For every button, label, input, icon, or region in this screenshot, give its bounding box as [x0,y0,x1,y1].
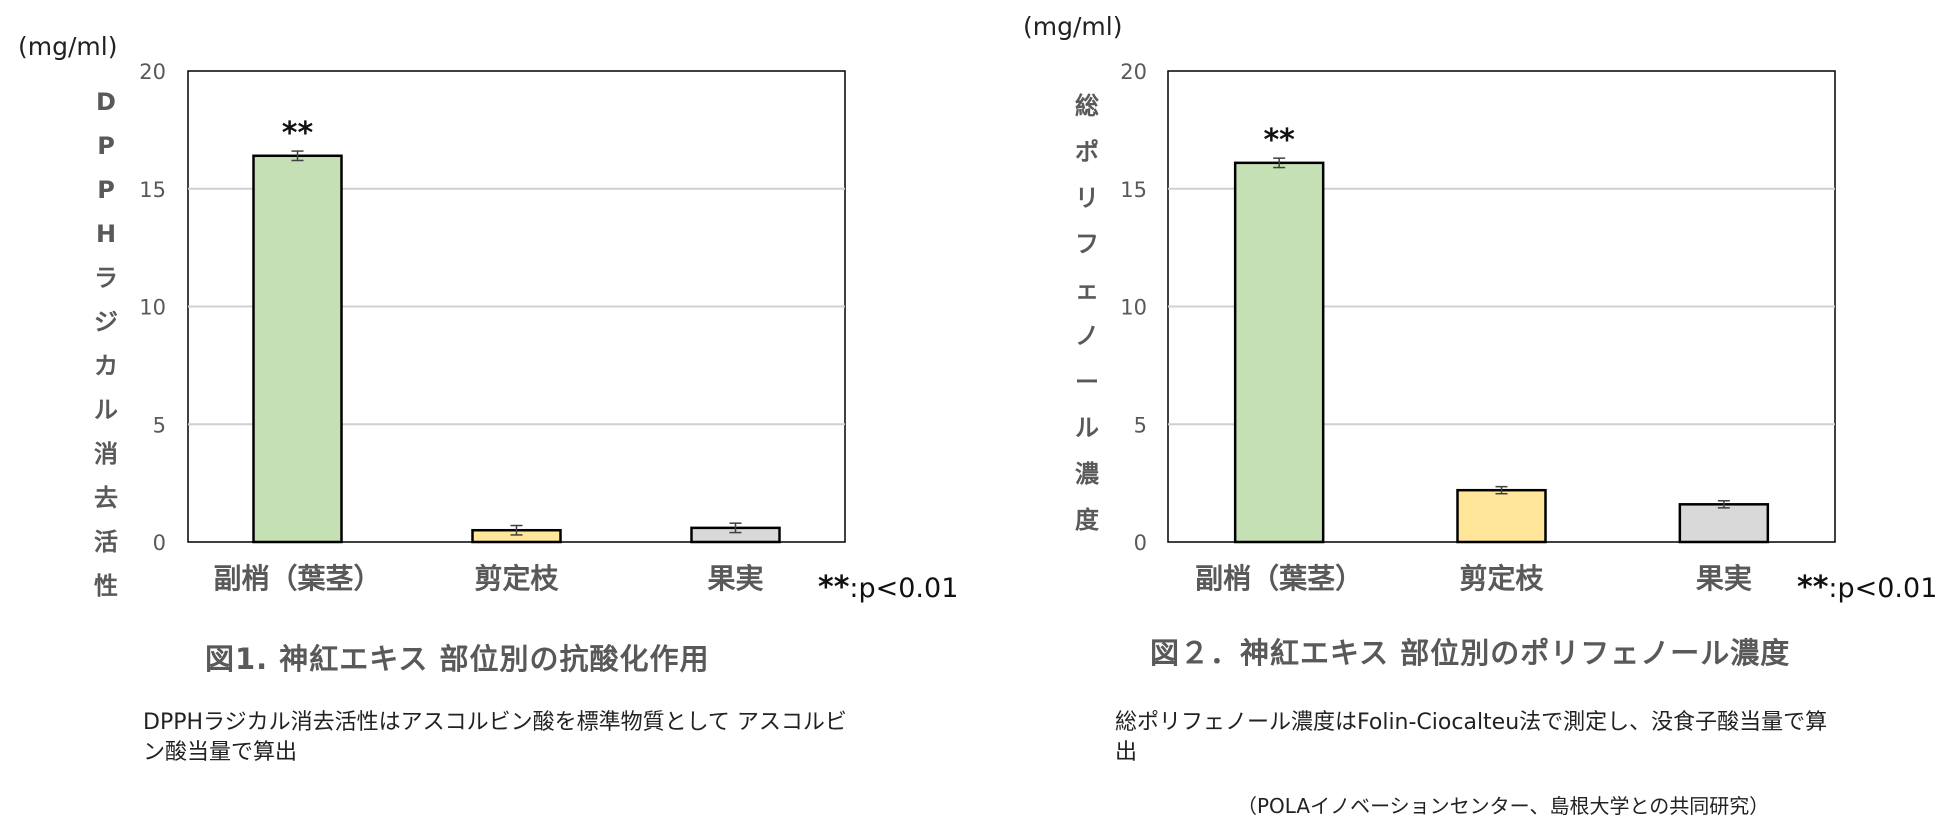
y-axis-title-char: P [97,132,115,160]
y-unit-label: (mg/ml) [18,32,118,61]
bar [1456,488,1547,544]
bar-chart-dpph: 0 5 10 15 20 ** 副梢（葉茎） 剪定枝 果実 [139,60,846,595]
bar-chart-polyphenol: 0 5 10 15 20 ** 副梢（葉茎） 剪定枝 果実 [1120,60,1836,595]
bar [1678,503,1770,544]
y-axis-title-char: リ [1075,184,1099,212]
x-category-label: 副梢（葉茎） [1195,562,1363,595]
y-tick-label: 0 [153,531,166,555]
figure-note: DPPHラジカル消去活性はアスコルビン酸を標準物質として アスコルビン酸当量で算… [143,710,847,765]
y-unit-label: (mg/ml) [1023,12,1123,41]
y-axis-title-char: 性 [94,572,118,600]
x-category-label: 副梢（葉茎） [213,562,381,595]
x-category-label: 剪定枝 [1459,562,1544,595]
figure-panel-polyphenol: (mg/ml) 総ポリフェノール濃度 0 5 10 15 20 ** 副梢（葉茎） 剪定枝 果実… [975,0,1950,832]
y-axis-title-char: ジ [94,308,118,336]
y-axis-title-char: フ [1075,230,1099,258]
y-tick-label: 5 [153,413,166,437]
y-tick-label: 15 [1120,178,1147,202]
y-axis-title-char: ェ [1075,276,1099,304]
x-category-label: 剪定枝 [474,562,559,595]
y-axis-title-char: 濃 [1075,460,1099,488]
y-axis-title-char: 消 [94,440,118,468]
y-axis-title-char: ー [1075,368,1099,396]
y-axis-title-char: ル [94,396,118,424]
significance-text: :p<0.01 [849,573,959,604]
y-tick-label: 10 [1120,296,1147,320]
y-tick-label: 20 [139,60,166,84]
significance-note: **:p<0.01 [1797,570,1937,605]
y-axis-title-char: D [96,88,116,116]
figure-title: 図２．神紅エキス 部位別のポリフェノール濃度 [1150,636,1791,670]
y-tick-label: 20 [1120,60,1147,84]
y-axis-title: 総ポリフェノール濃度 [1075,94,1099,532]
significance-marker: ** [1263,123,1295,158]
y-axis-title-char: ル [1075,414,1099,442]
y-axis-title-char: 去 [94,484,118,512]
y-axis-title-char: カ [94,352,118,380]
y-axis-title-char: H [95,220,117,248]
significance-stars: ** [818,570,850,605]
y-axis-title-char: 総 [1075,92,1099,120]
significance-stars: ** [1797,570,1829,605]
bar [1233,161,1325,544]
y-axis-title-char: 活 [94,528,118,556]
credit-line: （POLAイノベーションセンター、島根大学との共同研究） [1237,794,1770,818]
y-axis-title-char: ラ [94,264,118,292]
bar [252,154,343,544]
y-tick-label: 0 [1134,531,1147,555]
y-axis-title-char: P [97,176,115,204]
y-axis-title-char: ポ [1075,138,1099,166]
figure-note: 総ポリフェノール濃度はFolin-Ciocalteu法で測定し、没食子酸当量で算… [1115,710,1828,765]
y-axis-title-char: 度 [1075,506,1099,534]
y-tick-label: 10 [139,296,166,320]
x-category-label: 果実 [707,562,763,595]
figure-title: 図1. 神紅エキス 部位別の抗酸化作用 [205,642,710,676]
x-category-label: 果実 [1696,562,1752,595]
y-axis-title-char: ノ [1075,322,1099,350]
significance-marker: ** [282,116,314,151]
significance-note: **:p<0.01 [818,570,958,605]
y-tick-label: 15 [139,178,166,202]
y-tick-label: 5 [1134,413,1147,437]
significance-text: :p<0.01 [1828,573,1938,604]
